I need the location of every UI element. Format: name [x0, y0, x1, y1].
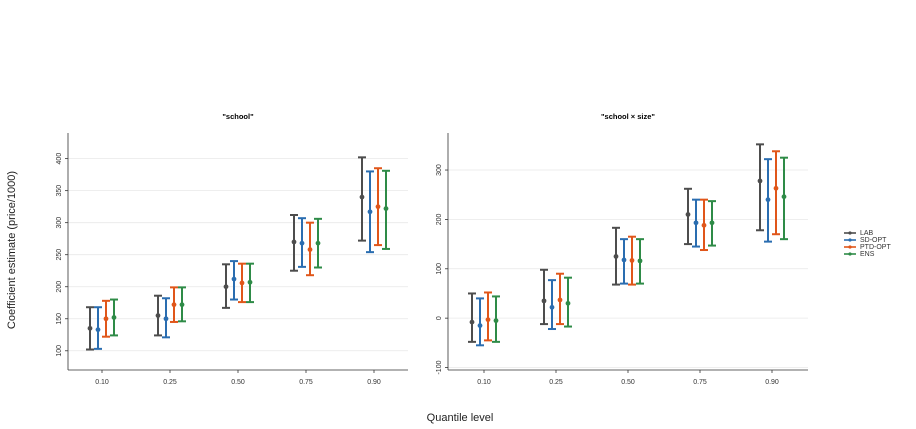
- point: [111, 315, 117, 320]
- point: [315, 240, 321, 246]
- legend-label: PTD-OPT: [860, 244, 891, 251]
- point: [485, 317, 491, 323]
- x-tick-label: 0.50: [621, 379, 635, 386]
- x-tick-label: 0.25: [163, 379, 177, 386]
- point: [247, 279, 253, 285]
- point: [469, 319, 475, 325]
- legend-marker: [848, 245, 852, 249]
- point: [239, 280, 245, 286]
- y-tick-label: 300: [56, 217, 63, 229]
- chart-title: "school": [222, 112, 254, 121]
- y-axis-title: Coefficient estimate (price/1000): [6, 171, 18, 329]
- point: [95, 327, 101, 333]
- x-tick-label: 0.75: [693, 379, 707, 386]
- point: [307, 247, 313, 252]
- point: [223, 284, 229, 290]
- point: [565, 300, 571, 306]
- legend-label: SD-OPT: [860, 237, 887, 244]
- y-tick-label: 400: [56, 153, 63, 165]
- point: [613, 254, 619, 259]
- point: [541, 298, 547, 304]
- chart-title: "school × size": [601, 112, 655, 121]
- point: [163, 316, 169, 322]
- legend-label: LAB: [860, 230, 874, 237]
- point: [493, 318, 499, 324]
- point: [231, 276, 237, 282]
- y-tick-label: -100: [436, 360, 443, 374]
- x-tick-label: 0.90: [367, 379, 381, 386]
- point: [291, 239, 297, 245]
- point: [781, 194, 787, 200]
- point: [359, 194, 365, 200]
- y-tick-label: 100: [56, 345, 63, 357]
- x-tick-label: 0.90: [765, 379, 779, 386]
- point: [299, 240, 305, 246]
- point: [87, 325, 93, 331]
- y-tick-label: 200: [56, 281, 63, 293]
- legend-marker: [848, 252, 852, 256]
- point: [155, 313, 161, 318]
- point: [773, 185, 779, 191]
- x-tick-label: 0.10: [95, 379, 109, 386]
- point: [171, 302, 177, 308]
- x-tick-label: 0.10: [477, 379, 491, 386]
- y-tick-label: 0: [436, 316, 443, 320]
- x-tick-label: 0.75: [299, 379, 313, 386]
- legend-marker: [848, 231, 852, 235]
- point: [629, 257, 635, 263]
- point: [557, 297, 563, 303]
- point: [693, 220, 699, 226]
- legend-label: ENS: [860, 251, 875, 258]
- point: [757, 178, 763, 184]
- point: [375, 204, 381, 210]
- y-tick-label: 350: [56, 185, 63, 197]
- point: [685, 212, 691, 217]
- point: [709, 220, 715, 226]
- point: [383, 206, 389, 211]
- y-tick-label: 250: [56, 249, 63, 261]
- y-tick-label: 100: [436, 263, 443, 275]
- point: [103, 316, 109, 322]
- x-tick-label: 0.25: [549, 379, 563, 386]
- point: [179, 302, 185, 308]
- point: [701, 222, 707, 228]
- point: [367, 209, 373, 215]
- y-tick-label: 300: [436, 164, 443, 176]
- legend-marker: [848, 238, 852, 242]
- point: [621, 257, 627, 263]
- y-tick-label: 150: [56, 313, 63, 325]
- point: [477, 323, 483, 328]
- y-tick-label: 200: [436, 213, 443, 225]
- x-axis-title: Quantile level: [427, 412, 494, 424]
- point: [549, 304, 555, 310]
- point: [765, 197, 771, 203]
- point: [637, 258, 643, 264]
- x-tick-label: 0.50: [231, 379, 245, 386]
